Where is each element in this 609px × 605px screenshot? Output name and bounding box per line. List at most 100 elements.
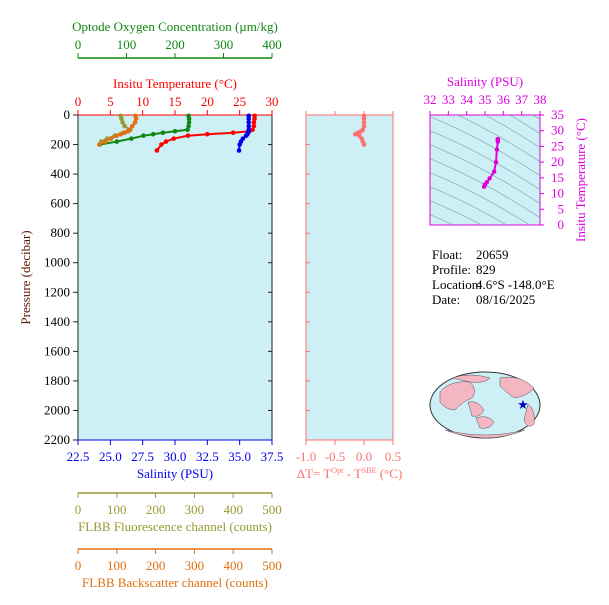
- x-tick-label: 400: [262, 37, 282, 52]
- profile-point: [130, 123, 135, 129]
- profile-point: [186, 123, 191, 129]
- profile-point: [185, 127, 190, 133]
- x-tick-label: 37.5: [261, 449, 284, 464]
- x-tick-label: 10: [136, 94, 149, 109]
- ts-point: [495, 139, 501, 144]
- density-contour: [430, 186, 508, 225]
- profile-point: [132, 120, 138, 125]
- info-value: 08/16/2025: [476, 292, 535, 307]
- y-tick-label: 0: [558, 217, 565, 232]
- ts-point: [493, 159, 499, 165]
- x-tick-label: 0: [75, 37, 82, 52]
- axis-title: Optode Oxygen Concentration (µm/kg): [72, 19, 278, 34]
- x-tick-label: 25.0: [99, 449, 122, 464]
- x-tick-label: 36: [497, 92, 511, 107]
- profile-point: [150, 131, 156, 137]
- float-location-marker: ★: [517, 397, 529, 412]
- profile-point: [186, 116, 192, 121]
- delta-point: [361, 123, 367, 129]
- label-part: (°C): [377, 466, 403, 481]
- profile-point: [114, 139, 120, 144]
- x-tick-label: 25: [233, 94, 246, 109]
- x-tick-label: 100: [117, 37, 137, 52]
- axis-title: FLBB Backscatter channel (counts): [82, 575, 268, 590]
- ts-point: [481, 184, 487, 189]
- axis-title: Salinity (PSU): [137, 466, 213, 481]
- superscript: SBE: [362, 466, 377, 475]
- x-tick-label: 200: [165, 37, 185, 52]
- x-tick-label: 5: [107, 94, 114, 109]
- info-label: Date:: [432, 292, 460, 307]
- x-tick-label: 300: [185, 502, 205, 517]
- x-tick-label: 500: [262, 502, 282, 517]
- y-tick-label: 5: [558, 201, 565, 216]
- density-contour: [430, 130, 540, 190]
- x-tick-label: 22.5: [67, 449, 90, 464]
- density-contours: [430, 115, 540, 225]
- y-tick-label: 35: [551, 107, 564, 122]
- y-axis-title: Insitu Temperature (°C): [573, 118, 588, 242]
- y-tick-label: 1600: [44, 343, 70, 358]
- ts-point: [487, 176, 492, 181]
- x-axis-title: Salinity (PSU): [447, 74, 523, 89]
- x-tick-label: -0.5: [325, 449, 346, 464]
- axis-title: FLBB Fluorescence channel (counts): [78, 519, 272, 534]
- superscript: Opt: [331, 466, 344, 475]
- profile-point: [154, 148, 160, 153]
- x-tick-label: 0.0: [356, 449, 372, 464]
- y-tick-label: 2000: [44, 402, 70, 417]
- info-value: 829: [476, 262, 496, 277]
- x-tick-label: 200: [146, 502, 166, 517]
- x-tick-label: -1.0: [296, 449, 317, 464]
- profile-point: [237, 142, 242, 147]
- axis-title: Insitu Temperature (°C): [113, 76, 237, 91]
- x-tick-label: 35: [479, 92, 492, 107]
- profile-point: [125, 128, 130, 134]
- profile-point: [251, 120, 257, 125]
- x-tick-label: 30: [266, 94, 279, 109]
- profile-point: [171, 136, 177, 141]
- x-tick-label: 0.5: [385, 449, 401, 464]
- profile-point: [122, 123, 127, 129]
- x-tick-label: 37: [515, 92, 529, 107]
- y-tick-label: 0: [64, 107, 71, 122]
- x-tick-label: 0: [75, 94, 82, 109]
- density-contour: [430, 116, 540, 176]
- profile-point: [97, 142, 102, 147]
- x-tick-label: 27.5: [131, 449, 154, 464]
- density-contour: [430, 158, 540, 218]
- profile-point: [160, 130, 166, 136]
- x-tick-label: 400: [223, 558, 243, 573]
- profile-point: [185, 133, 191, 138]
- y-tick-label: 1400: [44, 314, 70, 329]
- delta-panel: [305, 114, 394, 441]
- profile-point: [141, 133, 146, 138]
- delta-point: [361, 142, 367, 147]
- x-axis-title: ΔT= TOpt - TSBE (°C): [297, 466, 403, 481]
- y-tick-label: 800: [51, 225, 71, 240]
- profile-point: [163, 139, 169, 144]
- y-tick-label: 20: [551, 154, 564, 169]
- x-tick-label: 20: [201, 94, 214, 109]
- profile-point: [236, 148, 242, 153]
- world-map: ★: [429, 371, 541, 439]
- x-tick-label: 34: [460, 92, 474, 107]
- profile-point: [159, 142, 164, 147]
- profile-point: [129, 136, 134, 141]
- info-value: 4.6°S -148.0°E: [476, 277, 555, 292]
- profile-point: [252, 116, 257, 121]
- x-tick-label: 0: [75, 558, 82, 573]
- profile-point: [243, 133, 249, 138]
- y-tick-label: 400: [51, 166, 71, 181]
- profile-point: [251, 123, 257, 129]
- profile-point: [186, 120, 192, 125]
- info-label: Float:: [432, 247, 462, 262]
- x-tick-label: 500: [262, 558, 282, 573]
- info-label: Profile:: [432, 262, 471, 277]
- ts-point: [491, 169, 497, 174]
- profile-panel: [77, 114, 273, 441]
- y-tick-label: 25: [551, 138, 564, 153]
- density-contour: [430, 144, 540, 204]
- density-contour: [457, 115, 540, 162]
- x-tick-label: 300: [214, 37, 234, 52]
